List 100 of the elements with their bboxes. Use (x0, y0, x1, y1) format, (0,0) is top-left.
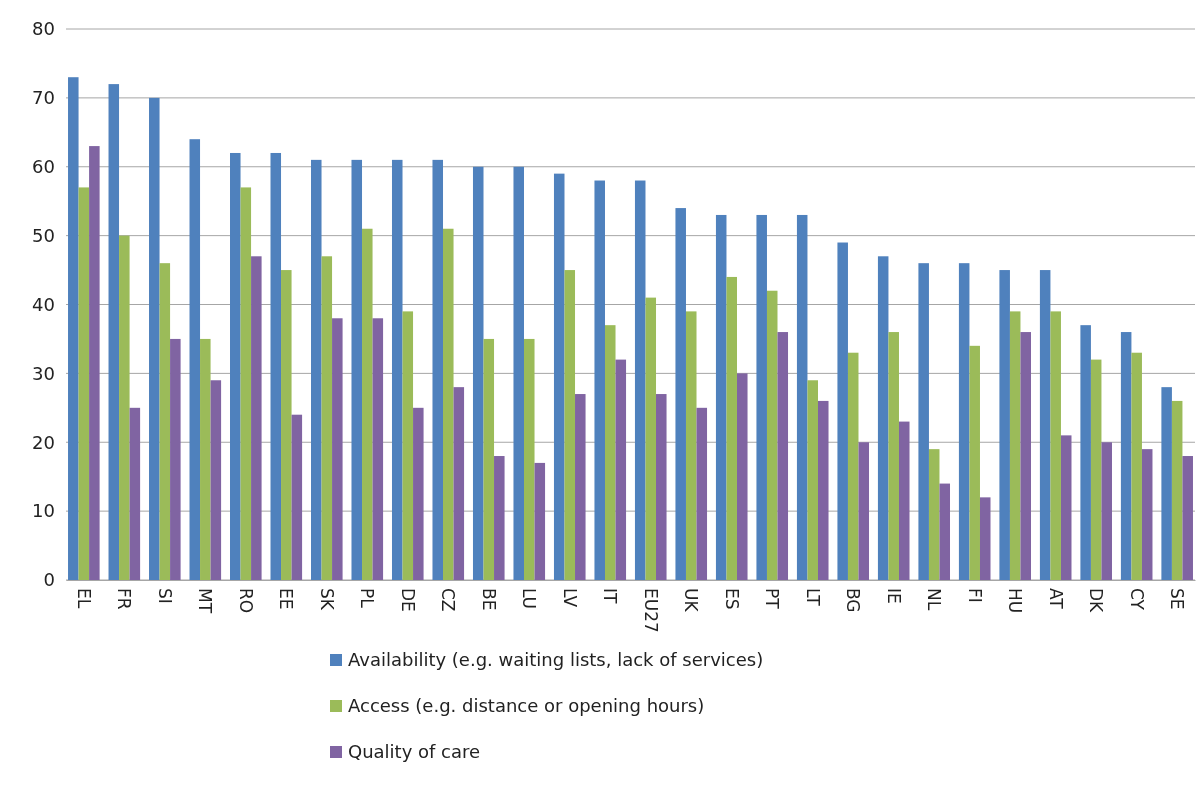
bar (837, 242, 848, 580)
bar (1090, 359, 1102, 580)
bar (413, 407, 424, 580)
bar (240, 187, 252, 580)
bar (129, 407, 141, 580)
bar (89, 146, 100, 580)
x-tick-label: CZ (438, 588, 459, 612)
bar (999, 270, 1010, 580)
bar (270, 152, 282, 580)
bar (1101, 442, 1112, 580)
x-tick-label: FI (964, 588, 985, 603)
bar (847, 352, 859, 580)
bar (715, 214, 727, 580)
x-tick-label: IE (883, 588, 904, 604)
bar (1020, 332, 1031, 580)
bar (898, 421, 910, 580)
bar (979, 497, 991, 580)
bar (796, 214, 808, 580)
bar (372, 318, 384, 580)
bar (553, 173, 565, 580)
bar (604, 325, 616, 580)
x-tick-label: MT (195, 588, 216, 614)
bar (564, 270, 576, 580)
bar (402, 311, 414, 580)
bar (494, 456, 505, 580)
y-tick-label: 80 (32, 18, 55, 40)
bar (1080, 325, 1091, 580)
bar (149, 97, 160, 580)
y-tick-label: 30 (32, 362, 55, 384)
bar (918, 263, 929, 580)
bar (534, 462, 546, 580)
x-tick-label: FR (114, 588, 135, 610)
y-tick-label: 10 (32, 500, 55, 522)
bar (939, 483, 951, 580)
bar (817, 400, 829, 580)
bar (1161, 387, 1172, 580)
bar (1131, 352, 1142, 580)
bar (1171, 400, 1183, 580)
bar (928, 449, 940, 580)
bar (969, 345, 980, 580)
x-tick-label: SE (1167, 588, 1188, 610)
x-tick-label: ES (721, 588, 742, 610)
x-tick-label: EE (276, 588, 297, 610)
bar (1141, 449, 1153, 580)
legend-label: Access (e.g. distance or opening hours) (348, 695, 705, 717)
bar (332, 318, 343, 580)
x-tick-label: EL (73, 588, 94, 609)
bar (737, 373, 748, 580)
x-tick-label: SK (316, 588, 337, 611)
x-tick-label: DK (1086, 588, 1107, 614)
bar (594, 180, 605, 580)
bar (1060, 435, 1072, 580)
bar (656, 394, 667, 580)
bar (575, 394, 586, 580)
bar (321, 256, 333, 580)
x-tick-label: LU (519, 588, 540, 610)
bar (1120, 332, 1132, 580)
bar (68, 77, 79, 580)
y-tick-label: 20 (32, 431, 55, 453)
bar (210, 380, 222, 580)
bar (675, 208, 686, 580)
bar (958, 263, 970, 580)
bar (200, 338, 211, 580)
y-tick-label: 50 (32, 224, 55, 246)
bar (230, 152, 241, 580)
bar (453, 387, 465, 580)
y-tick-label: 70 (32, 87, 55, 109)
bar (311, 159, 322, 580)
bar (766, 290, 778, 580)
bar (777, 332, 789, 580)
bar (726, 276, 737, 580)
y-tick-label: 60 (32, 156, 55, 178)
x-tick-label: SI (154, 588, 175, 604)
bar (634, 180, 646, 580)
x-tick-label: DE (397, 588, 418, 612)
y-tick-label: 40 (32, 293, 55, 315)
x-tick-label: IT (600, 588, 621, 605)
x-tick-label: BG (843, 588, 864, 613)
bar (615, 359, 627, 580)
bar (472, 166, 484, 580)
bar (696, 407, 708, 580)
bar (1009, 311, 1021, 580)
x-tick-label: PT (762, 588, 783, 610)
legend-label: Availability (e.g. waiting lists, lack of services) (348, 649, 764, 671)
bar (888, 332, 899, 580)
x-tick-label: HU (1005, 588, 1026, 614)
bar (391, 159, 403, 580)
x-tick-label: RO (235, 588, 256, 614)
bar (108, 84, 120, 580)
bar (351, 159, 363, 580)
bar (251, 256, 262, 580)
bar (807, 380, 818, 580)
y-tick-label: 0 (43, 569, 55, 591)
bar (443, 228, 454, 580)
x-tick-label: UK (681, 588, 702, 613)
bar (685, 311, 697, 580)
bar (281, 270, 292, 580)
x-tick-label: EU27 (640, 588, 661, 633)
bar (513, 166, 524, 580)
bar (189, 139, 201, 580)
